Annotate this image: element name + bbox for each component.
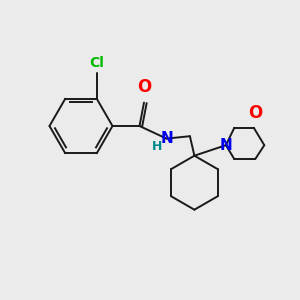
Text: Cl: Cl (89, 56, 104, 70)
Text: O: O (248, 104, 262, 122)
Text: N: N (220, 138, 232, 153)
Text: N: N (160, 131, 173, 146)
Text: H: H (152, 140, 162, 154)
Text: O: O (137, 78, 151, 96)
